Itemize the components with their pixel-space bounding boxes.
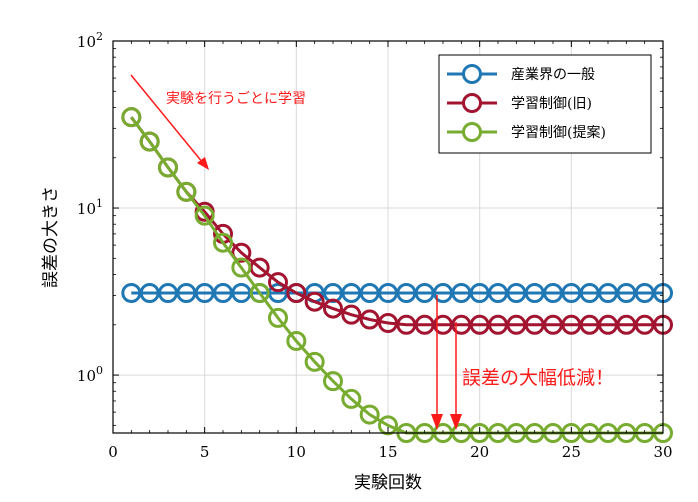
data-point bbox=[359, 404, 380, 425]
x-tick-label: 15 bbox=[378, 443, 397, 461]
x-tick-label: 20 bbox=[470, 443, 489, 461]
legend-label: 産業界の一般 bbox=[511, 67, 595, 83]
legend-label: 学習制御(旧) bbox=[511, 96, 592, 112]
learning-arrow-head bbox=[197, 157, 209, 170]
legend-entry: 学習制御(旧) bbox=[447, 93, 592, 113]
data-point bbox=[378, 415, 398, 436]
x-tick-label: 30 bbox=[653, 443, 672, 461]
data-point bbox=[323, 371, 343, 392]
data-point bbox=[121, 107, 142, 128]
data-point bbox=[249, 282, 270, 303]
y-tick-label: 100 bbox=[77, 364, 103, 385]
legend-swatch-marker bbox=[462, 64, 482, 84]
x-axis-label: 実験回数 bbox=[354, 473, 422, 493]
data-point bbox=[139, 131, 160, 152]
y-tick-label: 101 bbox=[77, 197, 103, 218]
legend-swatch-marker bbox=[462, 122, 482, 142]
data-point bbox=[304, 291, 325, 312]
reduction-arrow-head-2 bbox=[450, 414, 462, 430]
ticks: 0 5 10 15 20 25 30 100 101 102 bbox=[77, 30, 673, 461]
data-point bbox=[194, 205, 215, 226]
data-point bbox=[286, 330, 307, 351]
legend-entry: 学習制御(提案) bbox=[447, 122, 606, 142]
legend-label: 学習制御(提案) bbox=[511, 124, 606, 141]
legend-swatch-marker bbox=[462, 93, 482, 113]
data-point bbox=[268, 272, 288, 293]
data-point bbox=[231, 257, 252, 278]
series-1 bbox=[121, 282, 673, 303]
x-tick-label: 10 bbox=[287, 443, 306, 461]
x-tick-label: 5 bbox=[200, 443, 210, 461]
x-tick-label: 25 bbox=[562, 443, 581, 461]
x-tick-label: 0 bbox=[108, 443, 118, 461]
legend-entry: 産業界の一般 bbox=[447, 64, 595, 84]
reduction-annotation: 誤差の大幅低減！ bbox=[462, 367, 614, 389]
data-point bbox=[231, 242, 252, 263]
learning-arrow-line bbox=[130, 74, 204, 164]
data-point bbox=[176, 181, 197, 202]
data-point bbox=[213, 232, 233, 253]
data-point bbox=[286, 282, 307, 303]
data-point bbox=[268, 307, 288, 328]
y-tick-label: 102 bbox=[77, 30, 103, 51]
reduction-arrow-head-1 bbox=[431, 414, 443, 430]
data-point bbox=[341, 388, 362, 409]
data-point bbox=[304, 351, 325, 372]
data-point bbox=[158, 157, 178, 178]
learning-annotation: 実験を行うごとに学習 bbox=[166, 91, 306, 107]
data-point bbox=[341, 304, 362, 325]
y-axis-label: 誤差の大きさ bbox=[41, 186, 61, 288]
data-point bbox=[359, 309, 380, 330]
data-point bbox=[323, 298, 343, 319]
